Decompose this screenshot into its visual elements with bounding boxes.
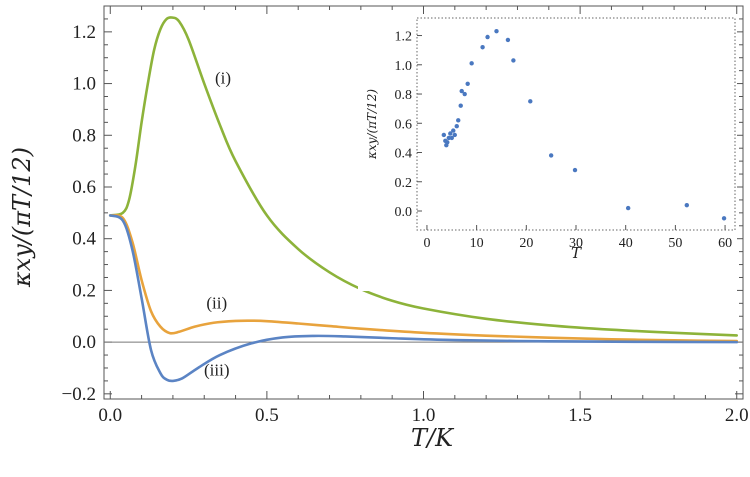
x-tick-label: 1.5: [568, 405, 592, 426]
inset-y-tick-label: 0.6: [395, 117, 413, 132]
inset-data-point: [480, 45, 485, 50]
inset-data-point: [445, 140, 450, 145]
series-line-i: [108, 16, 739, 337]
inset-data-point: [511, 58, 516, 63]
inset-data-point: [462, 91, 467, 97]
inset-data-point: [459, 88, 464, 94]
x-tick-label: 2.0: [725, 405, 749, 426]
y-tick-label: 0.2: [72, 280, 96, 301]
inset-x-tick-label: 10: [470, 236, 484, 251]
inset-y-tick-label: 0.4: [395, 147, 413, 162]
inset-data-point: [505, 37, 511, 43]
x-tick-label: 0.5: [255, 405, 279, 426]
y-axis-title: κxy/(πT/12): [8, 147, 36, 288]
inset-data-point: [448, 131, 453, 136]
inset-data-point: [684, 202, 690, 208]
inset-x-tick-label: 20: [519, 236, 533, 251]
inset-data-point: [721, 216, 727, 221]
inset-y-tick-label: 1.2: [395, 30, 413, 45]
inset-x-tick-label: 30: [569, 236, 583, 251]
inset-y-axis-title: κxy/(πT/12): [365, 89, 379, 160]
inset-y-tick-label: 0.2: [395, 176, 413, 191]
inset-data-point: [458, 103, 463, 108]
inset-data-point: [548, 153, 554, 158]
inset-x-tick-label: 40: [619, 236, 633, 251]
inset-data-point: [469, 61, 474, 66]
y-tick-label: 1.0: [72, 74, 96, 95]
inset-data-point: [441, 132, 447, 138]
inset-data-point: [454, 123, 459, 129]
curve-label-i: (i): [215, 69, 231, 88]
y-tick-label: 0.4: [72, 229, 96, 250]
inset-data-point: [494, 28, 499, 34]
series-line-iii: [108, 214, 739, 383]
y-tick-label: 0.6: [72, 177, 96, 198]
y-tick-label: −0.2: [62, 384, 96, 405]
inset-x-tick-label: 50: [668, 236, 682, 251]
inset-data-point: [449, 135, 454, 141]
inset-y-tick-label: 0.8: [395, 88, 413, 103]
inset-ticks: 0 10 20 30 40 50 60 0.0 0.2 0.4 0.6 0.8 1.0 1.2: [395, 30, 733, 251]
curve-label-iii: (iii): [204, 361, 230, 380]
main-ticks: 0.0 0.5 1.0 1.5 2.0−0.20.00.20.40.60.81.01.2: [62, 6, 749, 426]
curve-labels: (i) (ii) (iii): [204, 69, 231, 380]
x-axis-title: T/K: [411, 424, 455, 452]
y-tick-label: 0.8: [72, 125, 96, 146]
inset-data-point: [625, 205, 631, 211]
inset-data-point: [452, 132, 457, 138]
x-tick-label: 0.0: [98, 405, 122, 426]
inset-y-tick-label: 0.0: [395, 205, 413, 220]
inset-data-point: [465, 81, 470, 86]
inset-x-tick-label: 60: [718, 236, 732, 251]
x-tick-label: 1.0: [412, 405, 436, 426]
inset-x-tick-label: 0: [423, 236, 430, 251]
y-tick-label: 0.0: [72, 332, 96, 353]
inset-data-point: [572, 167, 578, 173]
inset-data-point: [528, 99, 533, 104]
inset-frame: [416, 17, 736, 231]
series-line-ii: [108, 213, 739, 343]
inset-data-point: [451, 128, 456, 133]
curve-label-ii: (ii): [206, 294, 227, 313]
inset-y-tick-label: 1.0: [395, 59, 413, 74]
main-series: [108, 16, 739, 383]
inset-x-axis-title: T: [571, 244, 582, 262]
inset-data-point: [485, 34, 490, 40]
inset-points: [441, 28, 727, 221]
y-tick-label: 1.2: [72, 22, 96, 43]
inset: 0 10 20 30 40 50 60 0.0 0.2 0.4 0.6 0.8 1.0 1.2 T κxy…: [358, 14, 737, 291]
inset-data-point: [456, 118, 461, 123]
